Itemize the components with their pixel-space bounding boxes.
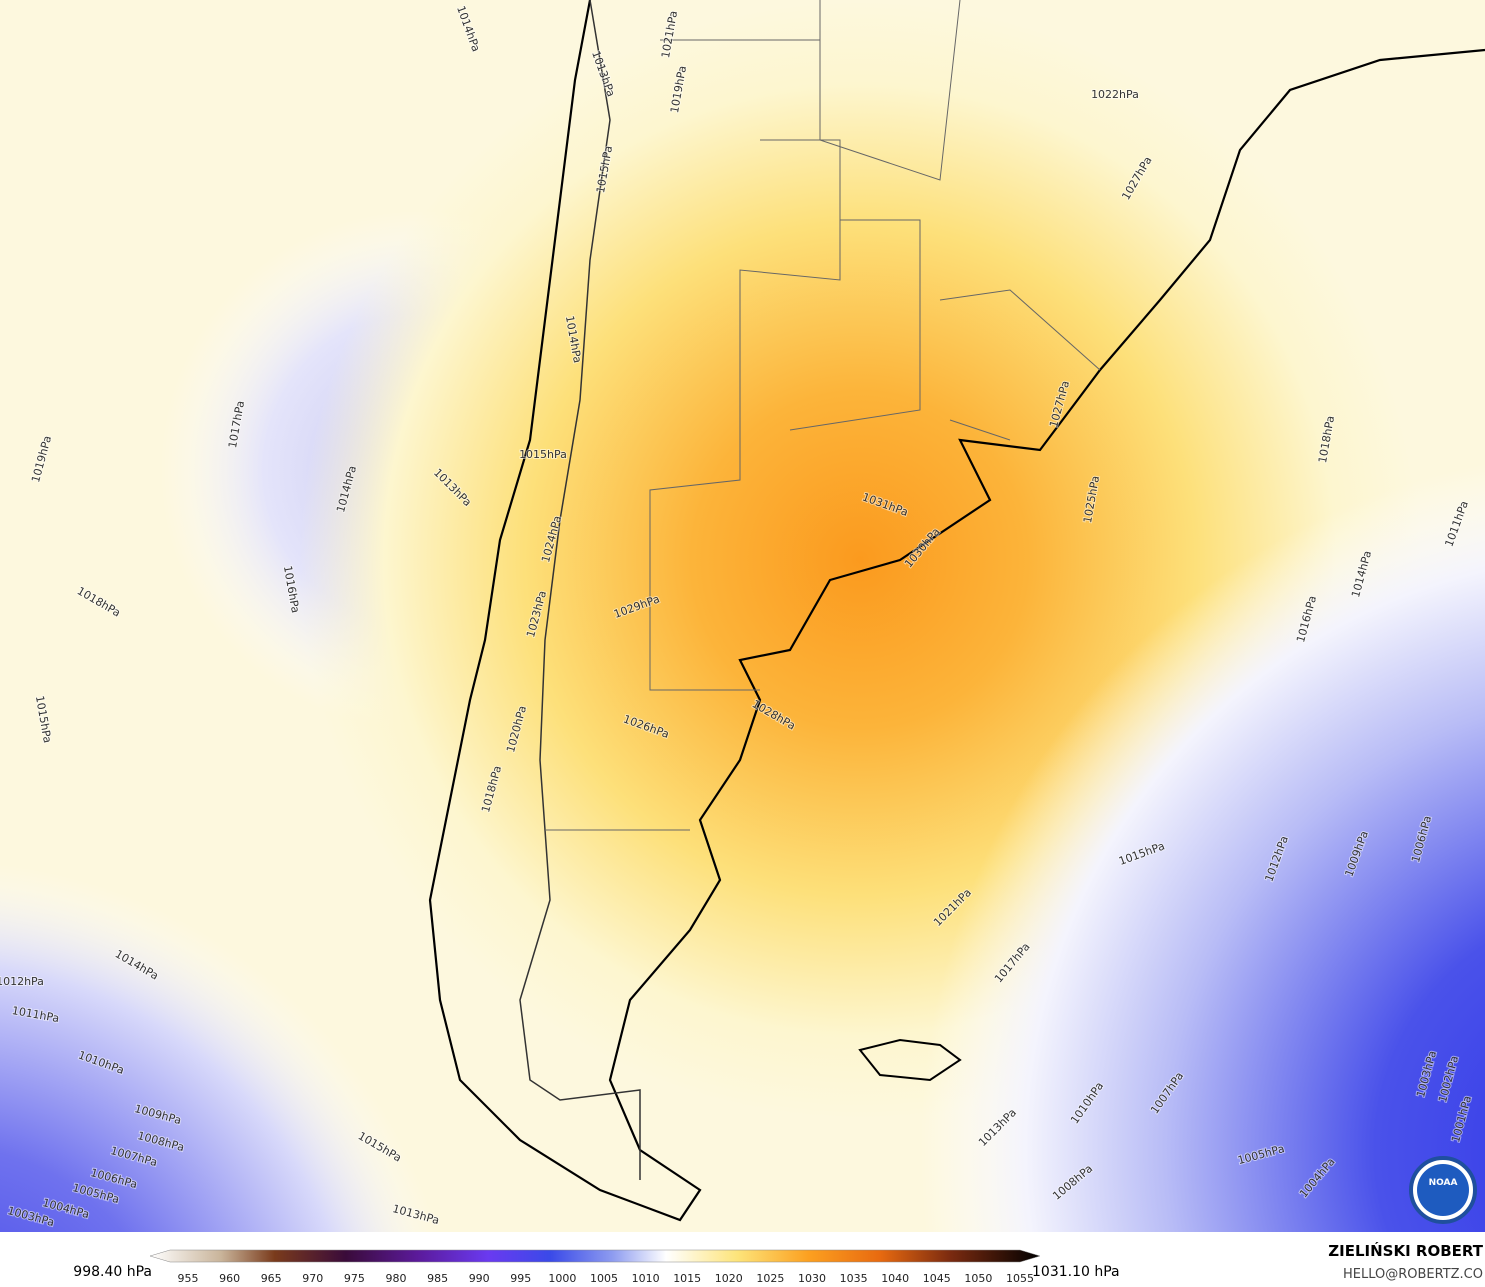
colorbar-tick-label: 1055 <box>1006 1272 1034 1285</box>
colorbar-min: 998.40 hPa <box>73 1264 152 1280</box>
contour-label: 1015hPa <box>519 448 567 461</box>
contour-label: 1022hPa <box>1091 88 1139 101</box>
colorbar-tick-label: 970 <box>302 1272 323 1285</box>
falkland-islands <box>858 1038 962 1082</box>
logo-text: NOAA <box>1429 1178 1458 1188</box>
colorbar-tick-label: 960 <box>219 1272 240 1285</box>
border <box>519 0 641 1180</box>
colorbar-tick-label: 965 <box>261 1272 282 1285</box>
colorbar-max: 1031.10 hPa <box>1032 1264 1120 1280</box>
colorbar-tick-label: 985 <box>427 1272 448 1285</box>
credit-name: ZIELIŃSKI ROBERT <box>1328 1241 1483 1260</box>
colorbar-tick-label: 1040 <box>881 1272 909 1285</box>
colorbar-tick-label: 955 <box>178 1272 199 1285</box>
colorbar-tick-label: 1020 <box>715 1272 743 1285</box>
colorbar-tick-label: 1045 <box>923 1272 951 1285</box>
coastline <box>428 0 1485 1222</box>
colorbar <box>149 1249 1041 1263</box>
colorbar-tick-label: 990 <box>469 1272 490 1285</box>
colorbar-tick-label: 1010 <box>632 1272 660 1285</box>
credit-email: HELLO@ROBERTZ.CO <box>1343 1267 1483 1282</box>
colorbar-tick-label: 1030 <box>798 1272 826 1285</box>
colorbar-tick-label: 1025 <box>756 1272 784 1285</box>
colorbar-tick-label: 1005 <box>590 1272 618 1285</box>
province-borders <box>545 0 1101 831</box>
colorbar-tick-label: 995 <box>510 1272 531 1285</box>
colorbar-tick-label: 1035 <box>840 1272 868 1285</box>
colorbar-tick-label: 1015 <box>673 1272 701 1285</box>
contour-label: 1012hPa <box>0 975 44 988</box>
colorbar-tick-label: 980 <box>386 1272 407 1285</box>
colorbar-tick-label: 975 <box>344 1272 365 1285</box>
colorbar-ticks: 955 960 965 970 975 980 985 990 995 1000 1005 1010 1… <box>178 1272 1035 1285</box>
colorbar-tick-label: 1050 <box>964 1272 992 1285</box>
logo-disc <box>1417 1164 1469 1216</box>
low-pressure-southeast <box>0 0 1485 1232</box>
colorbar-tick-label: 1000 <box>548 1272 576 1285</box>
